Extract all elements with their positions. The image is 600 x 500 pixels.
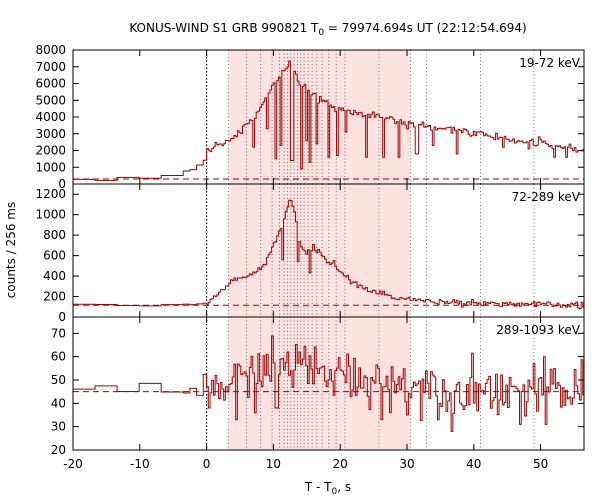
y-tick-label: 40 (51, 396, 66, 410)
panel-2: 0 200 400 600 800 1000 1200 72-289 keV (35, 183, 585, 324)
y-tick-label: 60 (51, 350, 66, 364)
light-curve (73, 335, 584, 432)
y-tick-label: 3000 (35, 127, 66, 141)
x-tick-label: -20 (63, 457, 83, 471)
x-tick-label: 0 (203, 457, 211, 471)
x-tick-label: -10 (130, 457, 150, 471)
energy-band-label: 289-1093 keV (496, 323, 580, 337)
light-curve (73, 60, 584, 181)
y-tick-label: 600 (43, 249, 66, 263)
chart-title: KONUS-WIND S1 GRB 990821 T0 = 79974.694s… (129, 21, 526, 38)
y-tick-label: 4000 (35, 110, 66, 124)
y-tick-label: 50 (51, 373, 66, 387)
y-tick-label: 1200 (35, 187, 66, 201)
y-tick-label: 0 (58, 310, 66, 324)
light-curve (73, 199, 584, 310)
y-tick-label: 20 (51, 443, 66, 457)
y-tick-label: 30 (51, 420, 66, 434)
energy-band-label: 19-72 keV (519, 56, 581, 70)
y-tick-label: 7000 (35, 60, 66, 74)
x-tick-label: 10 (266, 457, 281, 471)
panel-1: 0 1000 2000 3000 4000 5000 6000 7000 8000 19-72 k… (35, 43, 585, 191)
energy-band-label: 72-289 keV (512, 190, 581, 204)
x-tick-label: 50 (533, 457, 548, 471)
panel-3: 20 30 40 50 60 70 289-1093 keV (51, 316, 585, 457)
y-axis-label: counts / 256 ms (4, 202, 18, 298)
y-tick-label: 6000 (35, 77, 66, 91)
x-axis-label: T - T0, s (304, 480, 351, 497)
y-tick-label: 5000 (35, 93, 66, 107)
panel-frame (72, 316, 585, 451)
y-tick-label: 200 (43, 290, 66, 304)
x-tick-label: 30 (399, 457, 414, 471)
x-tick-label: 40 (466, 457, 481, 471)
y-tick-label: 1000 (35, 208, 66, 222)
y-tick-label: 0 (58, 177, 66, 191)
x-tick-label: 20 (333, 457, 348, 471)
y-tick-label: 2000 (35, 144, 66, 158)
y-tick-label: 400 (43, 269, 66, 283)
y-tick-label: 70 (51, 326, 66, 340)
y-tick-label: 800 (43, 228, 66, 242)
y-tick-label: 1000 (35, 160, 66, 174)
y-tick-label: 8000 (35, 43, 66, 57)
